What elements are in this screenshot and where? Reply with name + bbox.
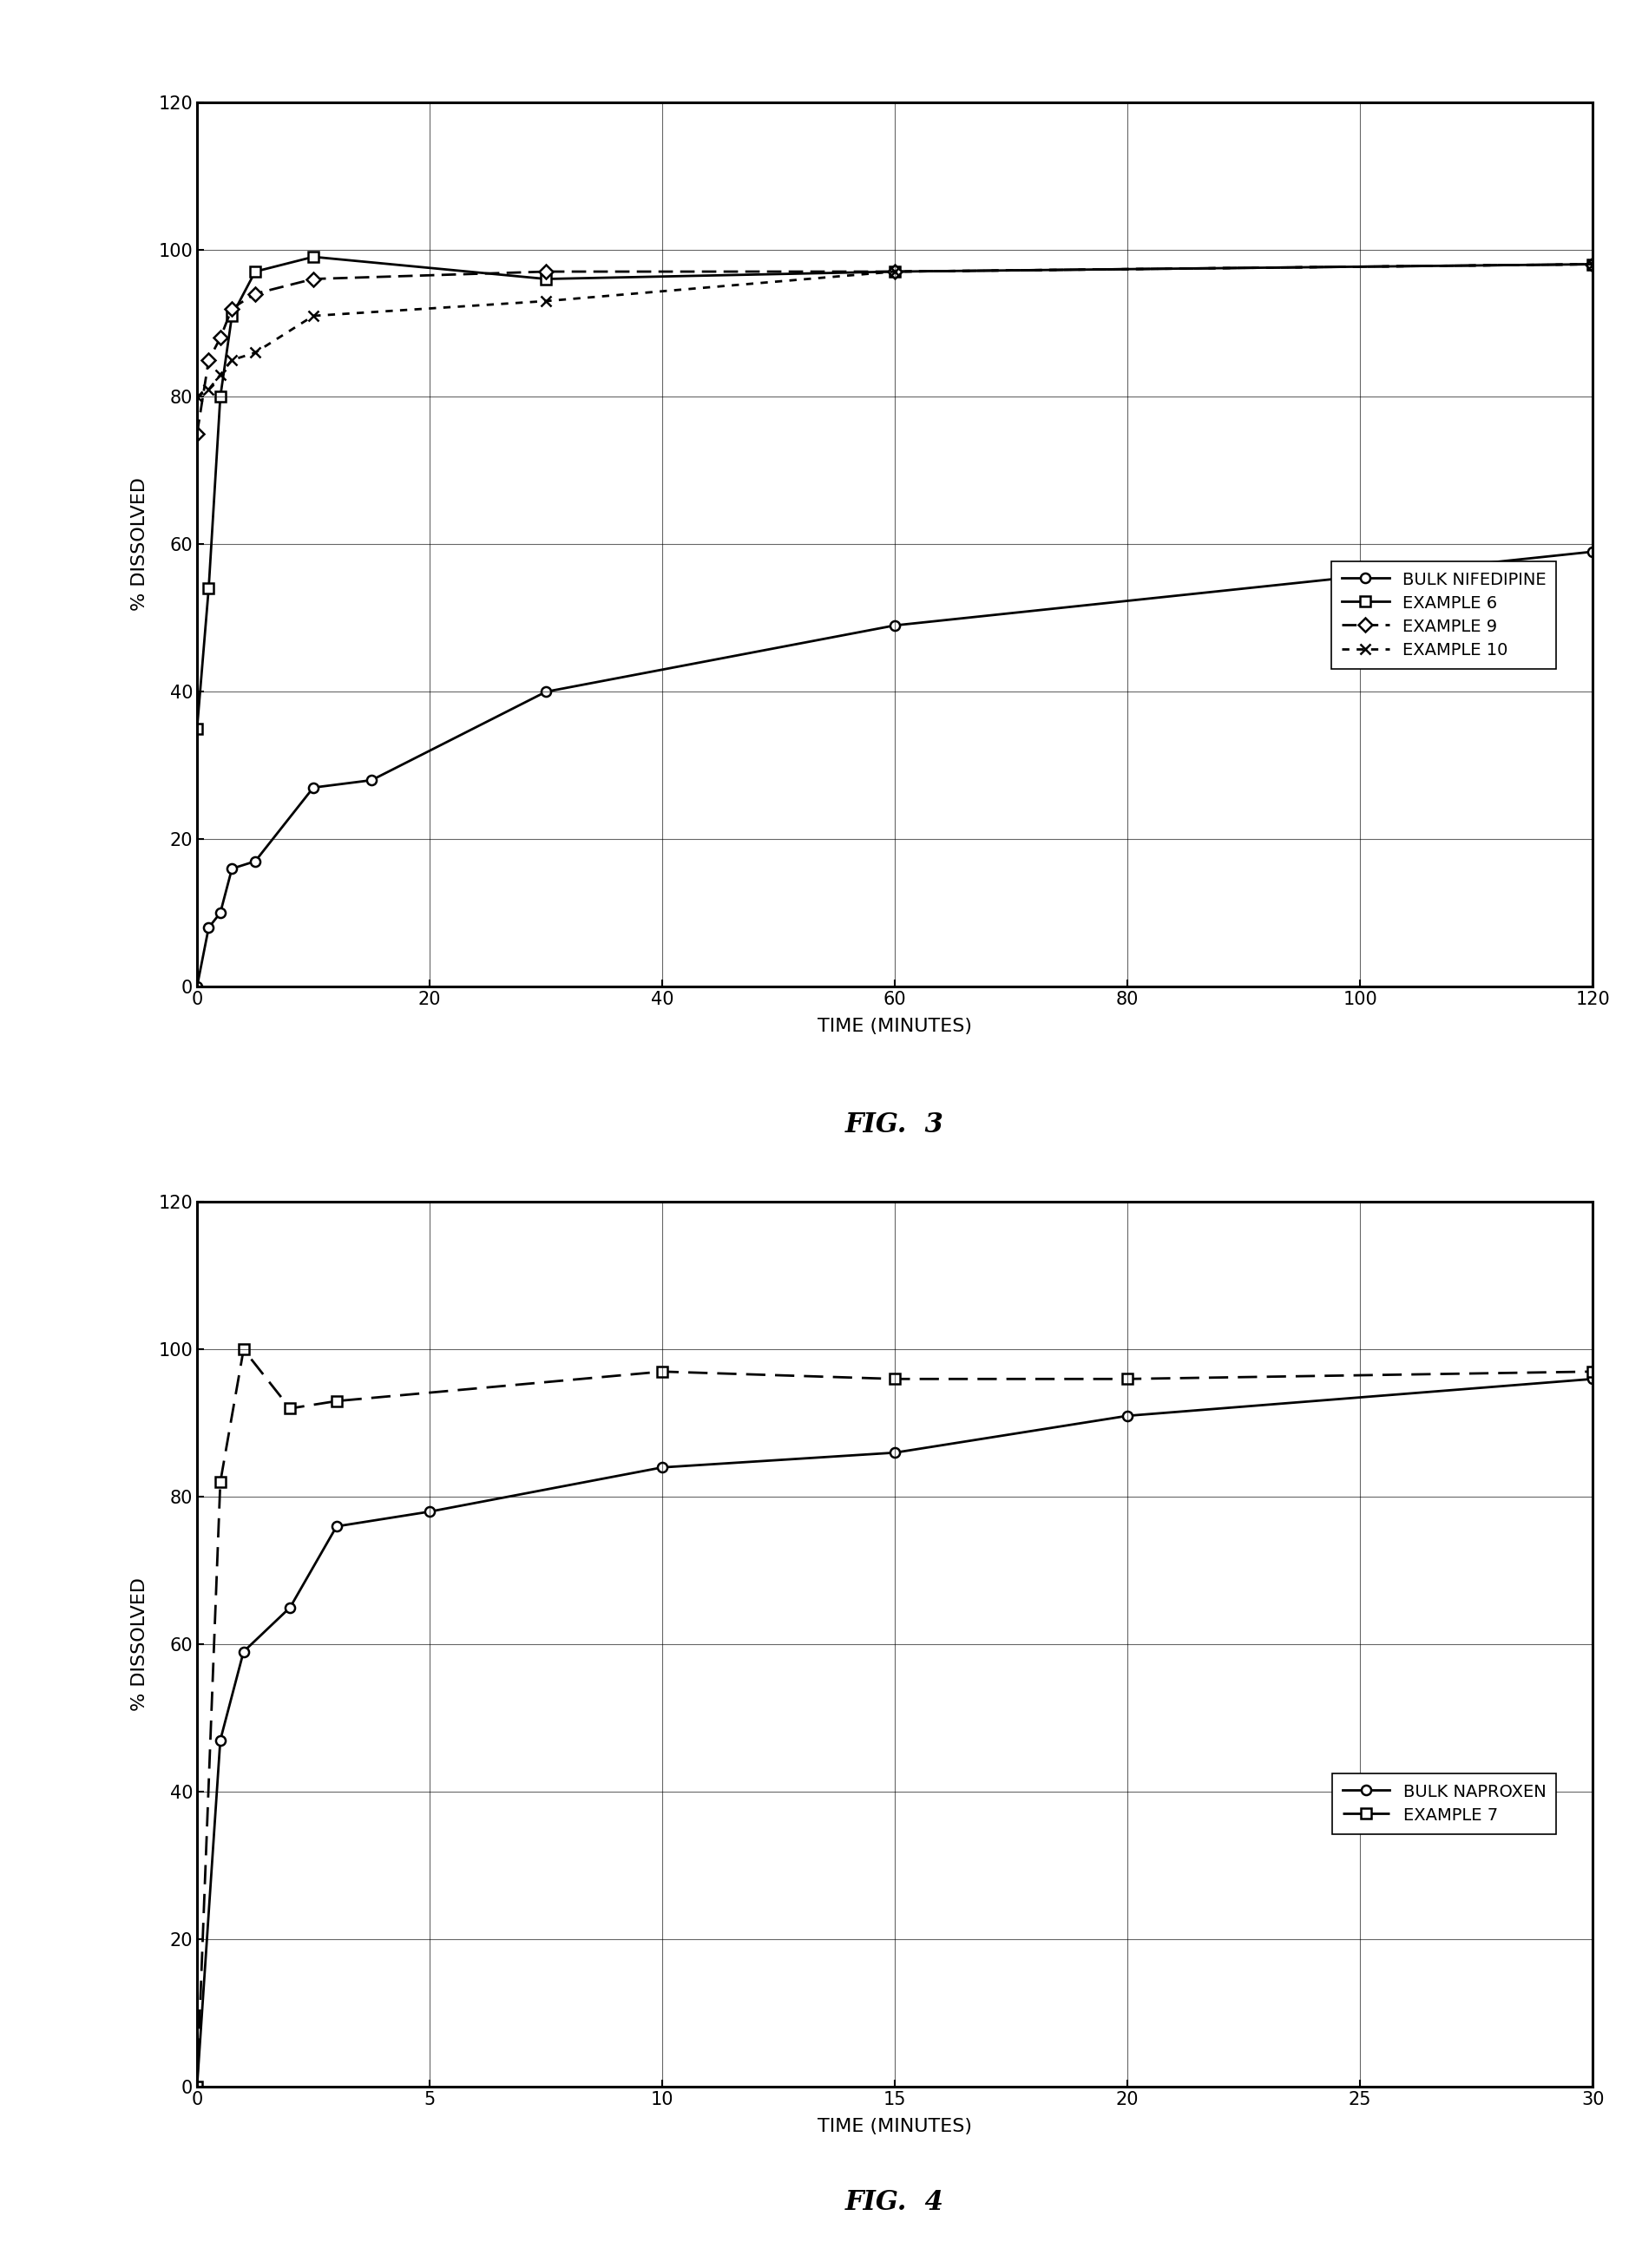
BULK NIFEDIPINE — [210, 900, 230, 928]
EXAMPLE 7 — [210, 1470, 230, 1497]
Text: FIG.  4: FIG. 4 — [846, 2189, 944, 2216]
Line: EXAMPLE 7: EXAMPLE 7 — [192, 1345, 1598, 2091]
EXAMPLE 10 — [222, 347, 241, 374]
BULK NAPROXEN — [187, 2073, 207, 2100]
EXAMPLE 7 — [327, 1388, 346, 1415]
Line: BULK NIFEDIPINE: BULK NIFEDIPINE — [192, 547, 1598, 991]
BULK NIFEDIPINE — [222, 855, 241, 882]
BULK NIFEDIPINE — [885, 612, 905, 640]
BULK NAPROXEN — [420, 1497, 440, 1524]
EXAMPLE 9 — [885, 259, 905, 286]
BULK NIFEDIPINE — [245, 848, 264, 875]
Y-axis label: % DISSOLVED: % DISSOLVED — [131, 479, 149, 610]
BULK NAPROXEN — [210, 1726, 230, 1753]
EXAMPLE 7 — [281, 1395, 300, 1422]
EXAMPLE 6 — [222, 302, 241, 329]
EXAMPLE 10 — [187, 383, 207, 411]
BULK NIFEDIPINE — [304, 773, 323, 801]
BULK NIFEDIPINE — [535, 678, 555, 705]
Text: FIG.  3: FIG. 3 — [846, 1111, 944, 1139]
BULK NIFEDIPINE — [361, 767, 381, 794]
BULK NAPROXEN — [327, 1513, 346, 1540]
EXAMPLE 6 — [199, 576, 218, 603]
BULK NAPROXEN — [652, 1454, 672, 1481]
EXAMPLE 6 — [304, 243, 323, 270]
EXAMPLE 7 — [652, 1359, 672, 1386]
Line: EXAMPLE 10: EXAMPLE 10 — [192, 259, 1598, 401]
EXAMPLE 9 — [245, 279, 264, 306]
EXAMPLE 6 — [245, 259, 264, 286]
EXAMPLE 7 — [885, 1365, 905, 1393]
EXAMPLE 9 — [199, 347, 218, 374]
EXAMPLE 7 — [233, 1336, 253, 1363]
BULK NIFEDIPINE — [199, 914, 218, 941]
EXAMPLE 10 — [1583, 252, 1603, 279]
X-axis label: TIME (MINUTES): TIME (MINUTES) — [818, 2118, 972, 2134]
Line: EXAMPLE 6: EXAMPLE 6 — [192, 252, 1598, 733]
EXAMPLE 10 — [885, 259, 905, 286]
EXAMPLE 7 — [1583, 1359, 1603, 1386]
Y-axis label: % DISSOLVED: % DISSOLVED — [131, 1579, 149, 1710]
EXAMPLE 6 — [535, 265, 555, 293]
X-axis label: TIME (MINUTES): TIME (MINUTES) — [818, 1018, 972, 1034]
EXAMPLE 6 — [210, 383, 230, 411]
EXAMPLE 9 — [535, 259, 555, 286]
EXAMPLE 10 — [199, 376, 218, 404]
EXAMPLE 6 — [1583, 252, 1603, 279]
Line: BULK NAPROXEN: BULK NAPROXEN — [192, 1374, 1598, 2091]
EXAMPLE 9 — [222, 295, 241, 322]
BULK NAPROXEN — [281, 1594, 300, 1622]
EXAMPLE 6 — [885, 259, 905, 286]
EXAMPLE 10 — [304, 302, 323, 329]
EXAMPLE 6 — [187, 714, 207, 742]
EXAMPLE 10 — [535, 288, 555, 315]
Legend: BULK NIFEDIPINE, EXAMPLE 6, EXAMPLE 9, EXAMPLE 10: BULK NIFEDIPINE, EXAMPLE 6, EXAMPLE 9, E… — [1332, 560, 1557, 669]
EXAMPLE 9 — [1583, 252, 1603, 279]
EXAMPLE 10 — [245, 340, 264, 367]
Line: EXAMPLE 9: EXAMPLE 9 — [192, 259, 1598, 438]
BULK NIFEDIPINE — [1583, 538, 1603, 565]
BULK NAPROXEN — [233, 1637, 253, 1665]
EXAMPLE 9 — [304, 265, 323, 293]
EXAMPLE 7 — [187, 2073, 207, 2100]
BULK NAPROXEN — [1583, 1365, 1603, 1393]
BULK NAPROXEN — [885, 1440, 905, 1467]
EXAMPLE 9 — [187, 420, 207, 447]
BULK NIFEDIPINE — [187, 973, 207, 1000]
Legend: BULK NAPROXEN, EXAMPLE 7: BULK NAPROXEN, EXAMPLE 7 — [1332, 1774, 1557, 1835]
BULK NAPROXEN — [1118, 1402, 1138, 1429]
EXAMPLE 9 — [210, 324, 230, 352]
EXAMPLE 7 — [1118, 1365, 1138, 1393]
EXAMPLE 10 — [210, 361, 230, 388]
